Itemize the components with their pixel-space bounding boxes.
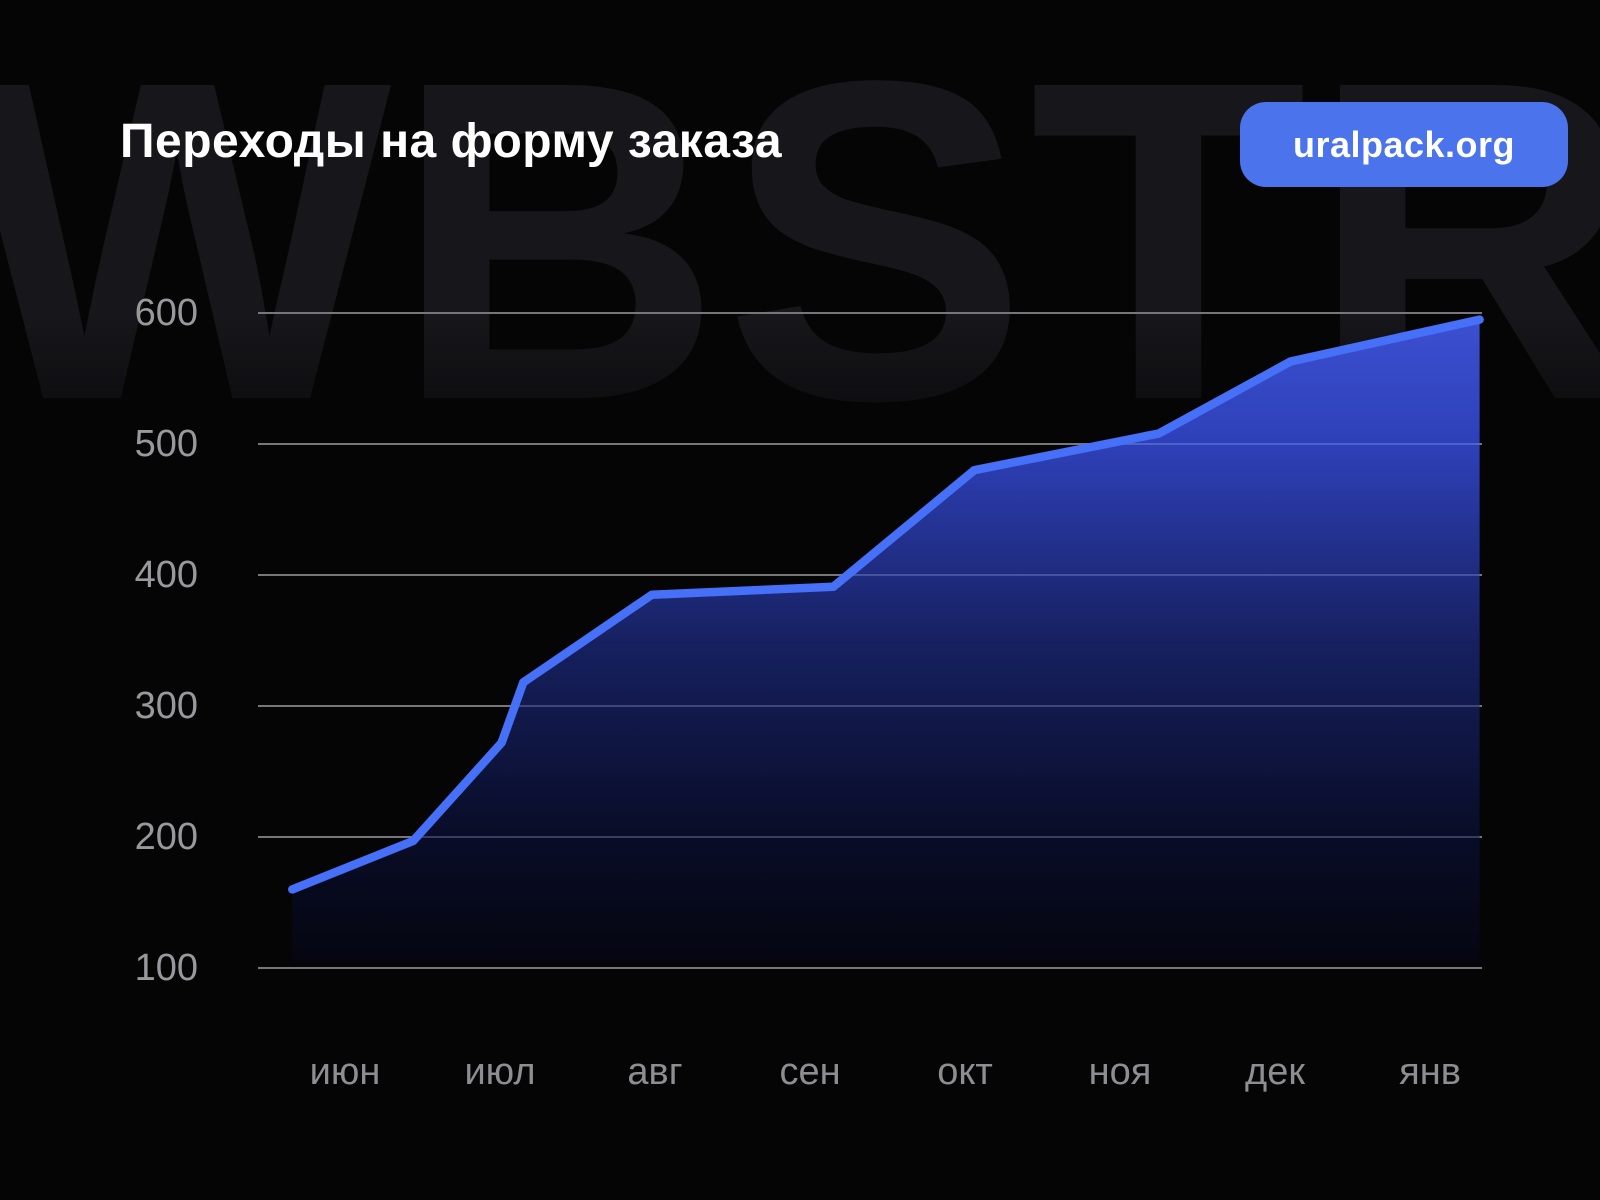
y-axis-label: 400 — [134, 554, 198, 596]
x-axis-label: дек — [1245, 1051, 1305, 1093]
x-axis-label: июн — [309, 1051, 381, 1093]
y-axis-label: 600 — [134, 292, 198, 334]
y-axis-label: 200 — [134, 816, 198, 858]
trend-line — [288, 315, 1484, 894]
x-axis-label: янв — [1399, 1051, 1461, 1093]
x-axis-label: июл — [464, 1051, 536, 1093]
x-axis-label: окт — [937, 1051, 993, 1093]
y-axis-label: 100 — [134, 947, 198, 989]
x-axis-label: сен — [779, 1051, 841, 1093]
x-axis-label: ноя — [1088, 1051, 1152, 1093]
page-title: Переходы на форму заказа — [120, 115, 783, 168]
y-axis-label: 500 — [134, 423, 198, 465]
y-axis-label: 300 — [134, 685, 198, 727]
domain-badge-label: uralpack.org — [1292, 123, 1516, 165]
area-fill — [292, 319, 1480, 963]
x-axis-label: авг — [627, 1051, 683, 1093]
domain-badge[interactable]: uralpack.org — [1240, 102, 1568, 187]
